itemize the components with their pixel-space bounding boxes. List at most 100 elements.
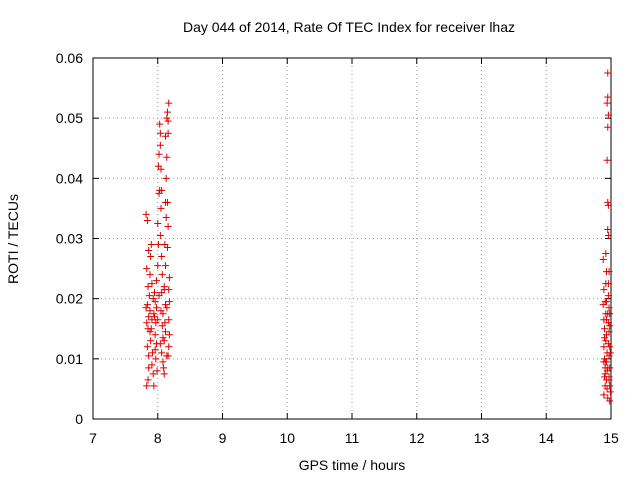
data-point [601, 370, 609, 378]
data-point [149, 370, 157, 378]
data-point [145, 364, 153, 372]
x-tick-label: 12 [409, 430, 425, 446]
data-point [145, 292, 153, 300]
data-point [604, 111, 612, 119]
data-point [160, 364, 168, 372]
data-point [606, 397, 614, 405]
data-point [165, 331, 173, 339]
data-point [606, 349, 614, 357]
data-point [159, 334, 167, 342]
data-point [143, 301, 151, 309]
data-point [152, 304, 160, 312]
x-tick-label: 10 [279, 430, 295, 446]
x-tick-label: 13 [474, 430, 490, 446]
data-point [604, 198, 612, 206]
data-point [162, 301, 170, 309]
data-point [147, 253, 155, 261]
data-point [143, 382, 151, 390]
y-tick-label: 0 [75, 411, 83, 427]
data-point [604, 123, 612, 131]
data-point [148, 361, 156, 369]
data-point [600, 391, 608, 399]
data-point [154, 219, 162, 227]
x-tick-label: 15 [603, 430, 619, 446]
data-point [605, 304, 613, 312]
data-point [163, 153, 171, 161]
data-point [601, 355, 609, 363]
x-tick-label: 8 [154, 430, 162, 446]
y-tick-label: 0.04 [56, 170, 83, 186]
data-point [156, 141, 164, 149]
data-point [162, 213, 170, 221]
data-point [155, 150, 163, 158]
data-point [163, 108, 171, 116]
data-point [604, 93, 612, 101]
data-point [165, 99, 173, 107]
data-point [604, 280, 612, 288]
data-point [159, 358, 167, 366]
data-point [152, 319, 160, 327]
data-point [160, 370, 168, 378]
data-point [163, 304, 171, 312]
data-points [142, 69, 614, 405]
data-point [146, 271, 154, 279]
data-point [603, 156, 611, 164]
data-point [164, 222, 172, 230]
data-point [158, 349, 166, 357]
y-tick-label: 0.05 [56, 110, 83, 126]
data-point [604, 201, 612, 209]
data-point [157, 165, 165, 173]
data-point [155, 292, 163, 300]
data-point [606, 310, 614, 318]
x-axis-label: GPS time / hours [299, 457, 406, 473]
data-point [163, 244, 171, 252]
data-point [601, 334, 609, 342]
data-point [606, 382, 614, 390]
data-point [164, 117, 172, 125]
data-point [164, 129, 172, 137]
data-point [160, 286, 168, 294]
x-tick-label: 14 [538, 430, 554, 446]
data-point [147, 337, 155, 345]
data-point [601, 325, 609, 333]
data-point [165, 298, 173, 306]
data-point [156, 129, 164, 137]
data-point [162, 262, 170, 270]
data-point [151, 289, 159, 297]
data-point [143, 265, 151, 273]
data-point [151, 298, 159, 306]
data-point [156, 120, 164, 128]
data-point [150, 382, 158, 390]
data-point [602, 316, 610, 324]
data-point [154, 316, 162, 324]
data-point [156, 231, 164, 239]
data-point [604, 231, 612, 239]
data-point [600, 358, 608, 366]
data-point [599, 256, 607, 264]
y-axis: 0 0.01 0.02 0.03 0.04 0.05 0.06 [56, 50, 611, 427]
grid-lines [93, 58, 611, 419]
data-point [603, 99, 611, 107]
y-axis-label: ROTI / TECUs [5, 194, 21, 284]
chart-title: Day 044 of 2014, Rate Of TEC Index for r… [183, 19, 515, 35]
data-point [163, 198, 171, 206]
data-point [157, 204, 165, 212]
data-point [604, 340, 612, 348]
data-point [165, 343, 173, 351]
data-point [161, 319, 169, 327]
data-point [152, 355, 160, 363]
data-point [163, 114, 171, 122]
x-tick-label: 11 [345, 430, 360, 446]
x-tick-label: 7 [89, 430, 97, 446]
data-point [148, 280, 156, 288]
data-point [604, 225, 612, 233]
data-point [152, 277, 160, 285]
data-point [145, 352, 153, 360]
x-tick-label: 9 [219, 430, 227, 446]
data-point [606, 388, 614, 396]
x-axis: 7 8 9 10 11 12 13 14 15 [89, 58, 619, 446]
data-point [147, 325, 155, 333]
data-point [154, 241, 162, 249]
data-point [605, 352, 613, 360]
data-point [144, 283, 152, 291]
